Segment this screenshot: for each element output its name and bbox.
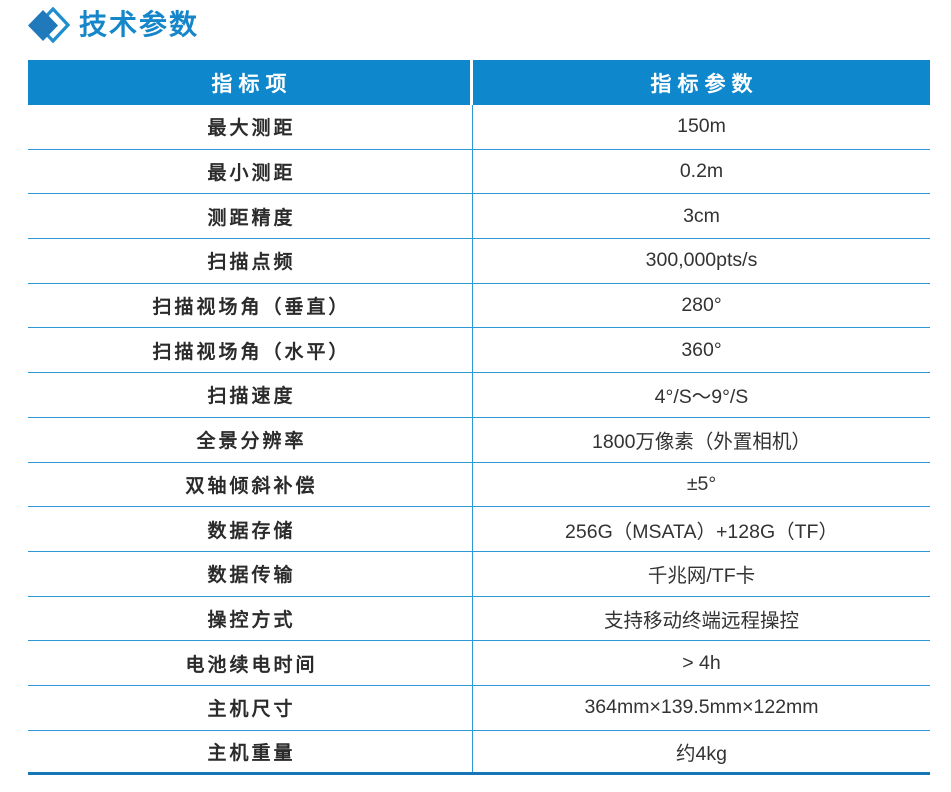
spec-label: 扫描视场角（水平） [28, 328, 473, 373]
spec-value: > 4h [682, 651, 721, 674]
spec-value: 150m [677, 115, 726, 138]
spec-value: 280° [681, 294, 722, 317]
section-title: 技术参数 [26, 5, 199, 47]
table-row: 主机尺寸 364mm×139.5mm×122mm [28, 685, 930, 731]
spec-label: 数据传输 [28, 551, 473, 596]
table-row: 扫描点频 300,000pts/s [28, 239, 930, 284]
spec-value: 4°/S～9°/S [654, 386, 749, 409]
spec-value: 1800万像素（外置相机） [592, 431, 811, 454]
spec-value: 256G（MSATA）+128G（TF） [565, 520, 838, 543]
spec-label: 主机重量 [28, 730, 473, 773]
spec-label: 最小测距 [28, 149, 473, 194]
table-row: 双轴倾斜补偿 ±5° [28, 462, 930, 508]
spec-label: 双轴倾斜补偿 [28, 462, 473, 507]
column-header-indicator: 指标项 [28, 60, 473, 105]
spec-label: 数据存储 [28, 507, 473, 551]
table-row: 电池续电时间 > 4h [28, 641, 930, 686]
table-row: 扫描视场角（垂直） 280° [28, 283, 930, 329]
spec-value: 300,000pts/s [645, 249, 758, 272]
table-row: 扫描视场角（水平） 360° [28, 328, 930, 374]
spec-value: 支持移动终端远程操控 [603, 609, 799, 632]
page-title: 技术参数 [79, 9, 200, 40]
table-row: 全景分辨率 1800万像素（外置相机） [28, 417, 930, 463]
spec-value: 360° [681, 338, 722, 361]
table-row: 最小测距 0.2m [28, 149, 930, 195]
table-row: 最大测距 150m [28, 105, 930, 150]
table-row: 操控方式 支持移动终端远程操控 [28, 596, 930, 642]
spec-value: 3cm [683, 204, 720, 227]
spec-label: 最大测距 [28, 105, 473, 149]
spec-value: 千兆网/TF卡 [647, 565, 756, 588]
table-header-row: 指标项 指标参数 [28, 60, 930, 105]
table-row: 测距精度 3cm [28, 194, 930, 240]
spec-table: 指标项 指标参数 最大测距 150m 最小测距 0.2m 测距精度 3cm 扫描… [28, 60, 930, 776]
spec-value: 0.2m [679, 160, 724, 183]
table-row: 数据传输 千兆网/TF卡 [28, 551, 930, 597]
spec-value: 约4kg [676, 742, 727, 765]
column-header-parameter: 指标参数 [650, 72, 759, 96]
table-body: 最大测距 150m 最小测距 0.2m 测距精度 3cm 扫描点频 300,00… [28, 105, 930, 776]
spec-label: 电池续电时间 [28, 641, 473, 685]
spec-label: 全景分辨率 [28, 417, 473, 462]
double-diamond-icon [26, 6, 70, 46]
spec-label: 扫描点频 [28, 239, 473, 283]
table-row: 数据存储 256G（MSATA）+128G（TF） [28, 507, 930, 552]
spec-label: 扫描视场角（垂直） [28, 283, 473, 328]
spec-label: 操控方式 [28, 596, 473, 641]
spec-value: 364mm×139.5mm×122mm [584, 696, 819, 719]
spec-label: 主机尺寸 [28, 685, 473, 730]
table-row: 主机重量 约4kg [28, 730, 930, 776]
table-row: 扫描速度 4°/S～9°/S [28, 373, 930, 418]
spec-label: 测距精度 [28, 194, 473, 239]
spec-label: 扫描速度 [28, 373, 473, 417]
spec-value: ±5° [686, 472, 717, 495]
